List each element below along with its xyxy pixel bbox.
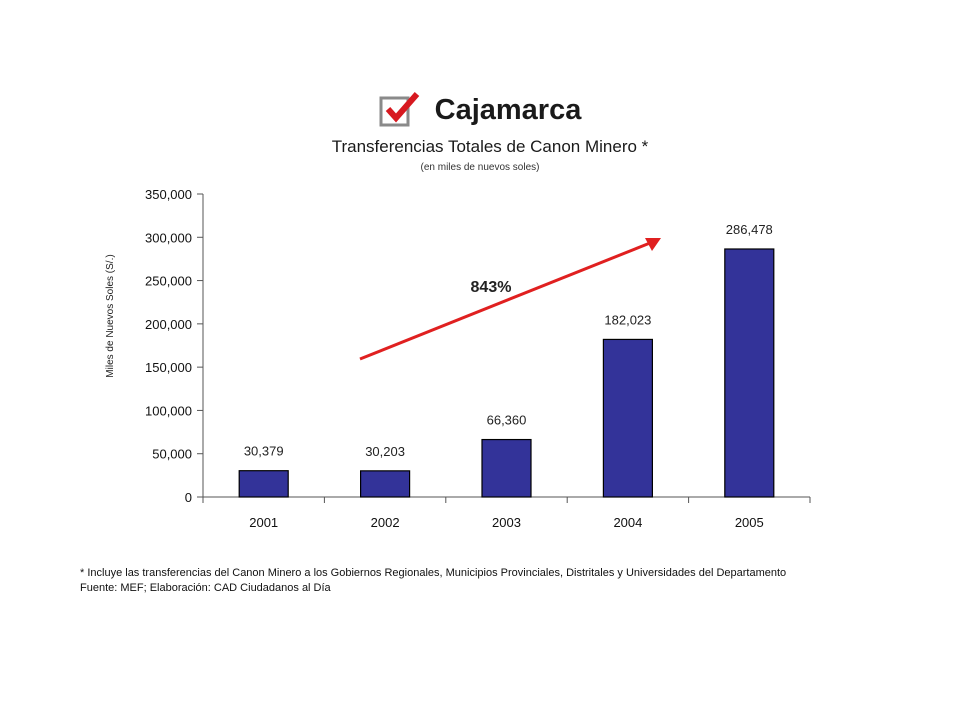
bar: [602, 338, 654, 498]
bar: [360, 470, 411, 498]
y-tick-label: 250,000: [145, 274, 192, 289]
footnotes: * Incluye las transferencias del Canon M…: [80, 566, 786, 596]
chart-header: Cajamarca: [0, 92, 960, 128]
units-note: (en miles de nuevos soles): [420, 162, 540, 173]
bar-value-label: 66,360: [487, 413, 527, 428]
bar-value-label: 182,023: [604, 312, 651, 327]
chart-subtitle: Transferencias Totales de Canon Minero *: [331, 137, 649, 156]
growth-arrow-head: [645, 238, 661, 251]
bar-value-label: 30,203: [365, 444, 405, 459]
bar: [481, 438, 532, 498]
bar: [238, 470, 289, 498]
bar-value-label: 286,478: [726, 222, 773, 237]
y-tick-label: 200,000: [145, 317, 192, 332]
x-tick-label: 2005: [735, 515, 764, 530]
x-tick-label: 2001: [249, 515, 278, 530]
title-row: Cajamarca: [0, 92, 960, 128]
bar-value-label: 30,379: [244, 444, 284, 459]
x-tick-label: 2002: [371, 515, 400, 530]
bar: [724, 248, 775, 498]
checkbox-checked-icon: [379, 92, 419, 127]
growth-annotation-label: 843%: [471, 279, 512, 296]
y-tick-label: 100,000: [145, 403, 192, 418]
footnote-source: Fuente: MEF; Elaboración: CAD Ciudadanos…: [80, 582, 331, 594]
y-tick-label: 0: [185, 490, 192, 505]
y-tick-label: 50,000: [152, 447, 192, 462]
y-axis-title: Miles de Nuevos Soles (S/.): [105, 254, 116, 377]
x-tick-label: 2003: [492, 515, 521, 530]
growth-arrow: [359, 241, 651, 361]
y-tick-label: 300,000: [145, 230, 192, 245]
x-tick-label: 2004: [613, 515, 642, 530]
y-tick-label: 150,000: [145, 360, 192, 375]
y-tick-label: 350,000: [145, 187, 192, 202]
footnote-note: * Incluye las transferencias del Canon M…: [80, 567, 787, 579]
page-title: Cajamarca: [434, 93, 582, 126]
